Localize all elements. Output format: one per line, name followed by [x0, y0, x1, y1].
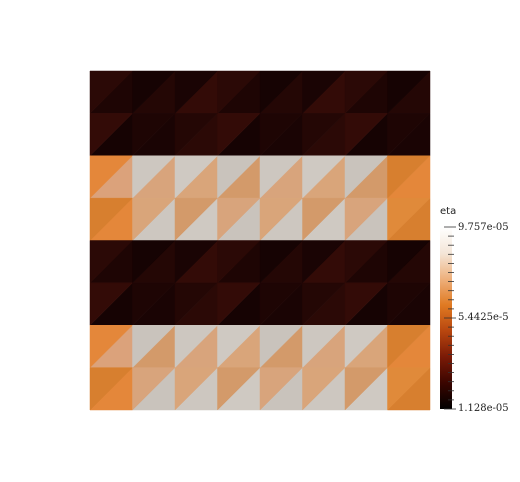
mesh-triangle — [387, 325, 431, 369]
mesh-triangle — [302, 197, 346, 242]
mesh-triangle — [132, 70, 176, 114]
mesh-triangle — [217, 367, 261, 411]
mesh-triangle — [217, 282, 261, 326]
mesh-triangle — [259, 325, 304, 369]
mesh-triangle — [302, 325, 346, 369]
mesh-triangle — [259, 155, 304, 199]
mesh-triangle — [132, 367, 176, 411]
mesh-triangle — [344, 325, 389, 369]
mesh-triangle — [217, 113, 261, 157]
mesh-triangle — [132, 113, 176, 157]
mesh-triangle — [89, 325, 134, 369]
colorbar-mid-label: 5.4425e-5 — [458, 312, 509, 323]
mesh-triangle — [387, 282, 431, 326]
mesh-triangle — [89, 367, 134, 411]
mesh-triangle — [344, 113, 389, 157]
mesh-triangle — [89, 240, 134, 284]
mesh-triangle — [89, 282, 134, 326]
mesh-triangle — [217, 70, 261, 114]
mesh-triangle — [174, 197, 219, 242]
mesh-triangle — [89, 155, 134, 199]
mesh-triangle — [302, 113, 346, 157]
mesh-triangle — [174, 240, 219, 284]
mesh-triangle — [344, 240, 389, 284]
mesh-triangle — [302, 240, 346, 284]
mesh-triangle — [174, 70, 219, 114]
mesh-triangle — [132, 197, 176, 242]
mesh-triangle — [132, 325, 176, 369]
mesh-triangle — [217, 197, 261, 242]
mesh-triangle — [217, 325, 261, 369]
mesh-triangle — [302, 70, 346, 114]
colorbar-title: eta — [440, 206, 457, 217]
mesh-triangle — [344, 367, 389, 411]
mesh-triangle — [174, 113, 219, 157]
mesh-triangle — [344, 70, 389, 114]
mesh-triangle — [217, 240, 261, 284]
mesh-triangle — [132, 240, 176, 284]
mesh-triangle — [174, 367, 219, 411]
mesh-triangle — [259, 282, 304, 326]
mesh-triangle — [387, 240, 431, 284]
mesh-triangle — [89, 197, 134, 242]
mesh-triangle — [89, 70, 134, 114]
mesh-triangle — [259, 367, 304, 411]
mesh-triangle — [344, 282, 389, 326]
mesh-triangle — [302, 282, 346, 326]
mesh-triangle — [174, 282, 219, 326]
mesh-triangle — [259, 70, 304, 114]
mesh-triangle — [174, 325, 219, 369]
triangle-mesh — [89, 70, 431, 411]
mesh-triangle — [132, 155, 176, 199]
mesh-triangle — [302, 155, 346, 199]
mesh-triangle — [302, 367, 346, 411]
colorbar-max-label: 9.757e-05 — [458, 222, 509, 233]
colorbar-min-label: 1.128e-05 — [458, 403, 509, 414]
mesh-triangle — [344, 155, 389, 199]
mesh-triangle — [344, 197, 389, 242]
mesh-triangle — [89, 113, 134, 157]
mesh-triangle — [387, 155, 431, 199]
mesh-triangle — [174, 155, 219, 199]
mesh-triangle — [259, 197, 304, 242]
mesh-triangle — [387, 70, 431, 114]
mesh-triangle — [259, 240, 304, 284]
mesh-triangle — [387, 113, 431, 157]
mesh-triangle — [132, 282, 176, 326]
mesh-triangle — [387, 367, 431, 411]
colorbar — [440, 226, 456, 410]
mesh-triangle — [259, 113, 304, 157]
mesh-triangle — [217, 155, 261, 199]
mesh-triangle — [387, 197, 431, 242]
